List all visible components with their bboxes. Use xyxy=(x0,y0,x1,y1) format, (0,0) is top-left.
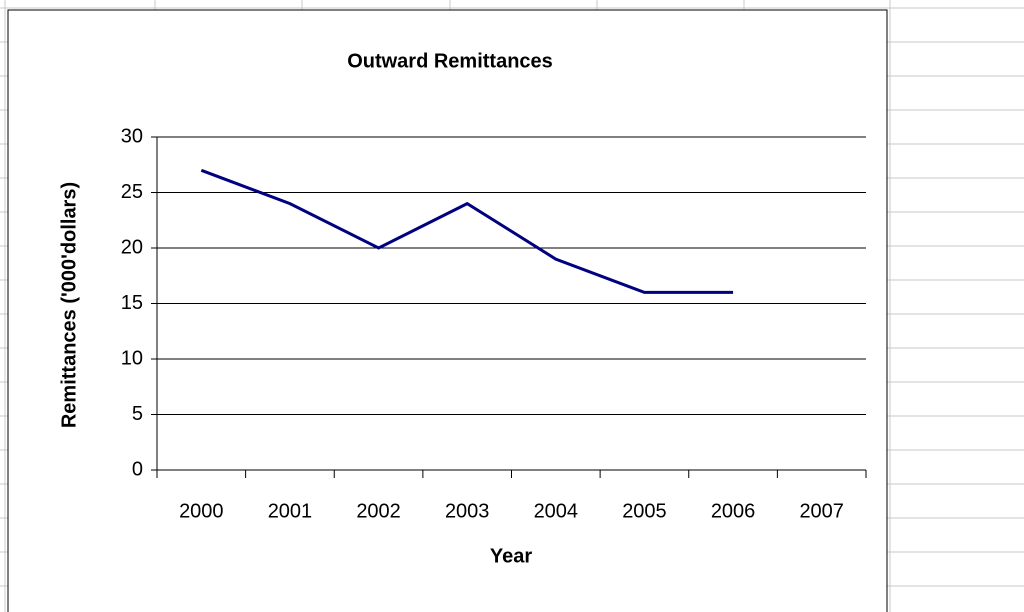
y-tick-label: 20 xyxy=(121,236,143,258)
y-tick-label: 30 xyxy=(121,125,143,147)
y-tick-label: 10 xyxy=(121,347,143,369)
x-tick-label: 2004 xyxy=(534,500,579,522)
x-tick-label: 2006 xyxy=(711,500,756,522)
x-tick-label: 2000 xyxy=(179,500,224,522)
y-tick-label: 0 xyxy=(132,458,143,480)
x-tick-label: 2007 xyxy=(799,500,844,522)
y-tick-label: 15 xyxy=(121,292,143,314)
x-tick-label: 2001 xyxy=(268,500,313,522)
y-tick-label: 25 xyxy=(121,181,143,203)
x-tick-label: 2003 xyxy=(445,500,490,522)
y-axis-label: Remittances ('000'dollars) xyxy=(58,182,80,428)
x-axis-label: Year xyxy=(490,545,532,567)
x-tick-label: 2002 xyxy=(356,500,401,522)
x-tick-label: 2005 xyxy=(622,500,667,522)
data-line xyxy=(200,168,734,294)
y-tick-label: 5 xyxy=(132,403,143,425)
chart-area xyxy=(7,9,888,612)
chart-title: Outward Remittances xyxy=(347,50,553,72)
